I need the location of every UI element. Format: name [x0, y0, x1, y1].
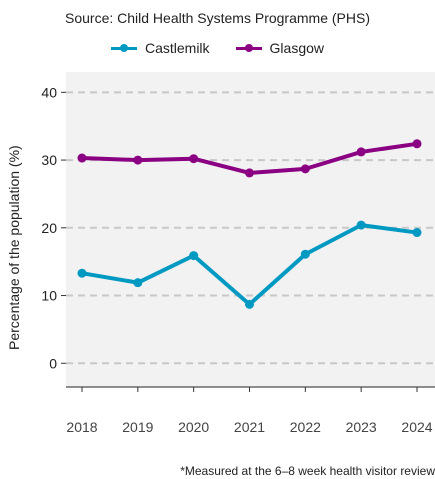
point-castlemilk-2019 — [133, 278, 143, 288]
legend-label-glasgow: Glasgow — [269, 40, 325, 56]
legend-label-castlemilk: Castlemilk — [144, 40, 210, 56]
legend-item-castlemilk: Castlemilk — [110, 40, 210, 56]
x-tick-label-2019: 2019 — [122, 419, 153, 435]
legend-swatch-glasgow — [235, 43, 262, 53]
x-tick-label-2023: 2023 — [346, 419, 377, 435]
point-glasgow-2018 — [77, 153, 87, 163]
y-tick-label-20: 20 — [41, 220, 57, 236]
y-axis-title: Percentage of the population (%) — [6, 145, 22, 350]
point-castlemilk-2022 — [300, 249, 310, 259]
point-castlemilk-2021 — [245, 299, 254, 309]
point-castlemilk-2024 — [412, 228, 422, 238]
x-tick-label-2022: 2022 — [290, 419, 321, 435]
y-tick-label-0: 0 — [49, 355, 57, 371]
point-glasgow-2024 — [412, 139, 422, 149]
point-castlemilk-2023 — [356, 220, 366, 230]
point-glasgow-2020 — [189, 154, 199, 164]
point-glasgow-2021 — [245, 168, 254, 178]
x-tick-label-2021: 2021 — [234, 419, 265, 435]
legend: Castlemilk Glasgow — [0, 40, 435, 56]
x-tick-label-2018: 2018 — [66, 419, 97, 435]
legend-swatch-castlemilk — [110, 43, 137, 53]
point-castlemilk-2020 — [189, 251, 199, 261]
x-tick-label-2024: 2024 — [401, 419, 432, 435]
point-castlemilk-2018 — [77, 268, 87, 278]
x-tick-label-2020: 2020 — [178, 419, 209, 435]
y-tick-label-30: 30 — [41, 152, 57, 168]
y-tick-label-40: 40 — [41, 84, 57, 100]
legend-item-glasgow: Glasgow — [235, 40, 325, 56]
point-glasgow-2019 — [133, 155, 143, 165]
y-tick-label-10: 10 — [41, 288, 57, 304]
point-glasgow-2023 — [356, 147, 366, 157]
plot-panel — [66, 72, 435, 387]
point-glasgow-2022 — [300, 164, 310, 174]
chart-caption: *Measured at the 6–8 week health visitor… — [180, 464, 435, 478]
chart-subtitle: Source: Child Health Systems Programme (… — [65, 10, 370, 26]
